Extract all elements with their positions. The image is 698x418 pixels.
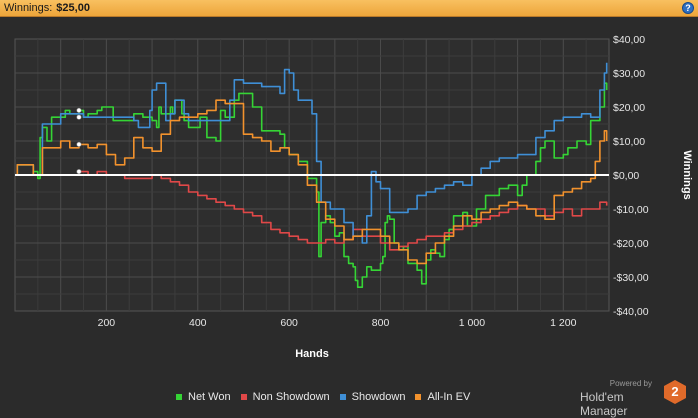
series-line-non-showdown [15, 170, 608, 251]
y-tick-label: -$10,00 [613, 204, 649, 216]
legend-label: All-In EV [427, 391, 471, 403]
title-bar: Winnings: $25,00 ? [0, 0, 698, 17]
x-tick-label: 800 [372, 317, 390, 329]
y-tick-label: $0,00 [613, 170, 639, 182]
x-axis-ticks: 200 400 600 800 1 000 1 200 [98, 317, 577, 329]
legend-label: Non Showdown [252, 391, 330, 403]
brand-powered-by: Powered by [609, 379, 652, 388]
y-tick-label: $40,00 [613, 34, 645, 46]
y-tick-label: -$20,00 [613, 238, 649, 250]
x-axis-title: Hands [295, 348, 329, 360]
brand-badge-icon: 2 [664, 380, 686, 404]
series-line-all-in-ev [15, 99, 608, 265]
y-tick-label: $10,00 [613, 136, 645, 148]
legend-swatch [339, 394, 346, 400]
chart-series [15, 62, 608, 288]
chart-markers [76, 107, 82, 175]
y-tick-label: -$40,00 [613, 306, 649, 318]
legend-swatch [240, 394, 247, 400]
data-point-marker [76, 107, 82, 113]
legend-label: Net Won [188, 391, 231, 403]
legend-item-showdown[interactable]: Showdown [339, 391, 406, 403]
data-point-marker [76, 114, 82, 120]
x-tick-label: 400 [189, 317, 207, 329]
winnings-label: Winnings: [4, 2, 53, 14]
winnings-value: $25,00 [56, 2, 90, 14]
x-tick-label: 600 [280, 317, 298, 329]
brand-name: Hold'em Manager [580, 390, 628, 418]
data-point-marker [76, 141, 82, 147]
series-line-showdown [15, 62, 608, 244]
y-axis-ticks: $40,00 $30,00 $20,00 $10,00 $0,00 -$10,00 -$20… [613, 34, 649, 318]
help-icon[interactable]: ? [682, 2, 694, 14]
data-point-marker [76, 169, 82, 175]
winnings-chart: $40,00 $30,00 $20,00 $10,00 $0,00 -$10,00 -$20… [14, 34, 693, 360]
x-tick-label: 200 [98, 317, 116, 329]
legend-item-net-won[interactable]: Net Won [176, 391, 231, 403]
x-tick-label: 1 000 [459, 317, 485, 329]
legend-item-non-showdown[interactable]: Non Showdown [240, 391, 330, 403]
legend-swatch [415, 394, 422, 400]
y-tick-label: -$30,00 [613, 272, 649, 284]
legend-swatch [176, 394, 182, 400]
chart-legend: Net Won Non Showdown Showdown All-In EV [176, 390, 480, 404]
x-tick-label: 1 200 [550, 317, 576, 329]
brand-logo: Powered by Hold'em Manager 2 [580, 377, 690, 418]
y-tick-label: $20,00 [613, 102, 645, 114]
legend-label: Showdown [351, 391, 406, 403]
y-axis-title: Winnings [681, 150, 693, 199]
y-tick-label: $30,00 [613, 68, 645, 80]
legend-item-all-in-ev[interactable]: All-In EV [415, 391, 470, 403]
